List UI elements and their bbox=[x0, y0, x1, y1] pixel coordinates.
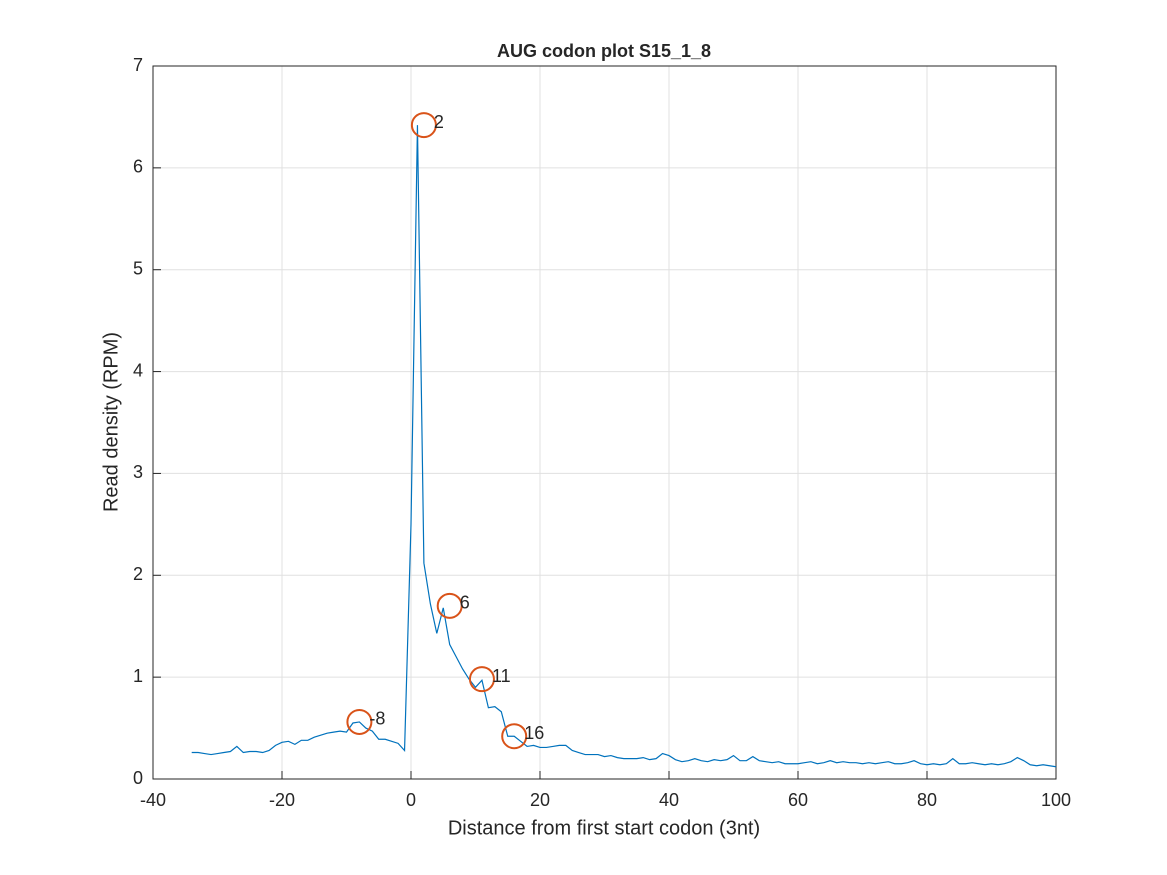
x-tick-label: 100 bbox=[1041, 790, 1071, 810]
x-tick-label: -20 bbox=[269, 790, 295, 810]
y-axis-label: Read density (RPM) bbox=[100, 332, 122, 512]
y-tick-label: 7 bbox=[133, 55, 143, 75]
x-axis-label: Distance from first start codon (3nt) bbox=[448, 817, 760, 839]
y-tick-label: 1 bbox=[133, 666, 143, 686]
x-tick-label: 40 bbox=[659, 790, 679, 810]
y-tick-label: 3 bbox=[133, 462, 143, 482]
plot-frame bbox=[152, 65, 1057, 780]
y-tick-label: 0 bbox=[133, 768, 143, 788]
marker bbox=[436, 592, 463, 619]
x-tick-label: 0 bbox=[406, 790, 416, 810]
point-label: 2 bbox=[434, 112, 444, 132]
x-tick-label: 60 bbox=[788, 790, 808, 810]
y-tick-label: 4 bbox=[133, 360, 143, 380]
y-tick-label: 6 bbox=[133, 157, 143, 177]
data-line bbox=[191, 125, 1057, 768]
x-tick-label: -40 bbox=[140, 790, 166, 810]
y-tick-label: 2 bbox=[133, 564, 143, 584]
point-label: 16 bbox=[524, 723, 544, 743]
chart-title: AUG codon plot S15_1_8 bbox=[497, 41, 711, 61]
point-label: 6 bbox=[460, 593, 470, 613]
point-label: -8 bbox=[369, 709, 385, 729]
y-tick-label: 5 bbox=[133, 258, 143, 278]
marker bbox=[346, 708, 373, 735]
x-tick-label: 20 bbox=[530, 790, 550, 810]
x-tick-label: 80 bbox=[917, 790, 937, 810]
marker bbox=[468, 666, 495, 693]
marker bbox=[410, 112, 437, 139]
marker bbox=[501, 723, 528, 750]
point-label: 11 bbox=[492, 666, 511, 686]
